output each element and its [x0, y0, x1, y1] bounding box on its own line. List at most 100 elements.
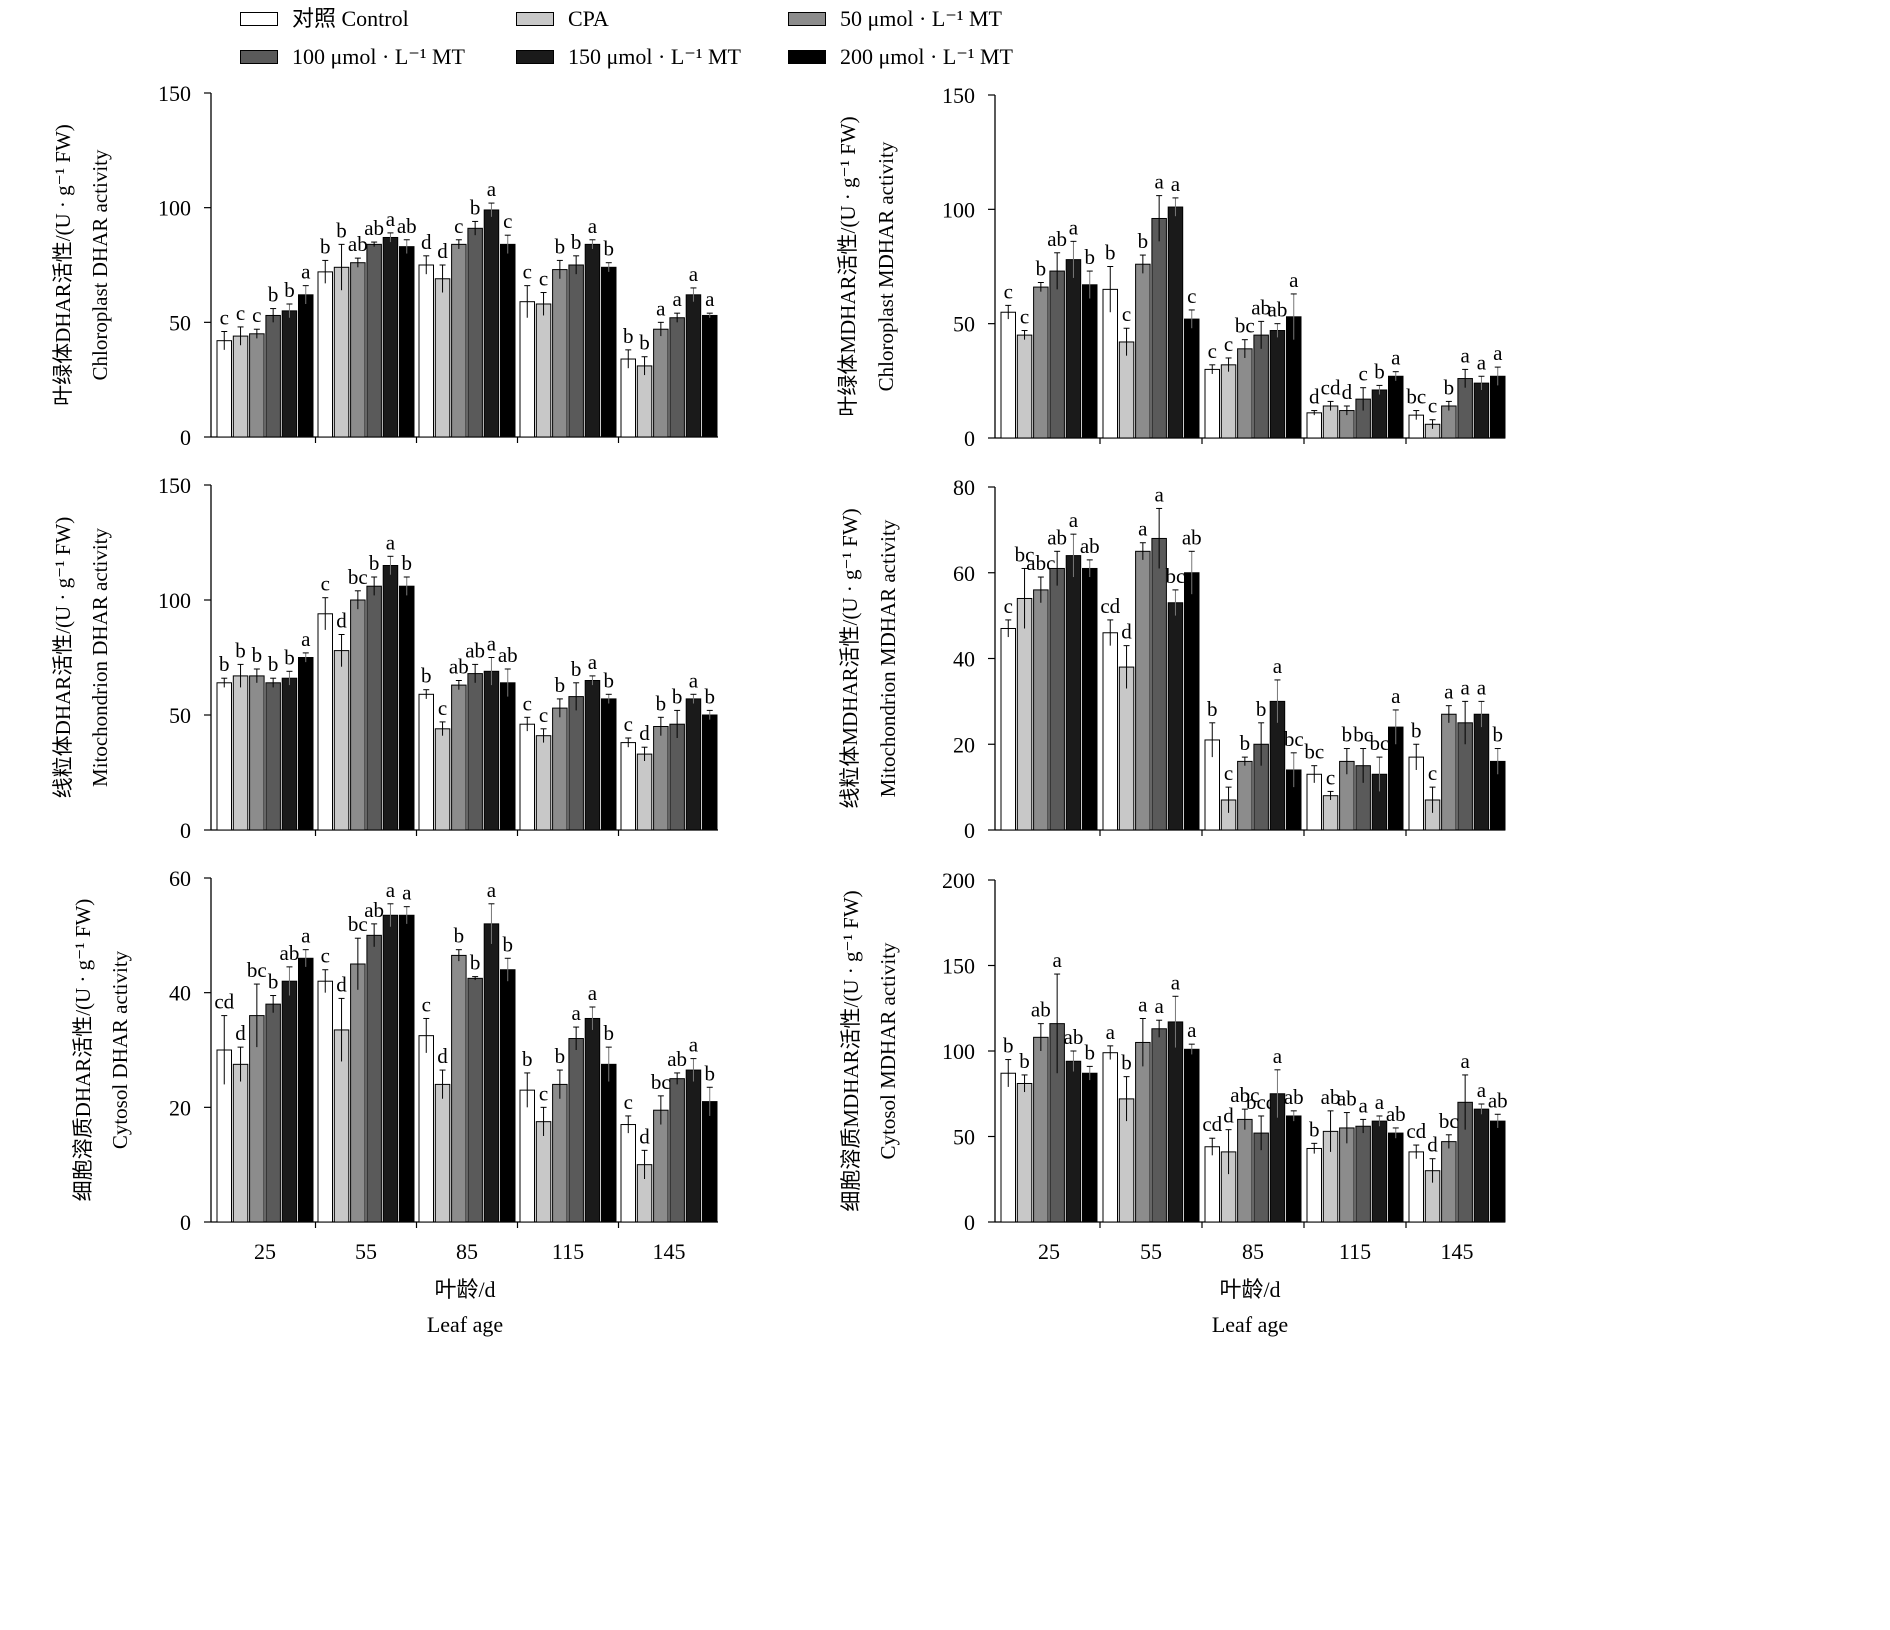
bar — [1286, 1115, 1302, 1223]
significance-letter: ab — [1251, 295, 1271, 319]
significance-letter: b — [555, 234, 566, 258]
significance-letter: b — [1493, 723, 1504, 747]
significance-letter: a — [1138, 993, 1148, 1017]
x-tick-label: 55 — [355, 1239, 377, 1264]
bar — [298, 294, 314, 438]
x-tick-label: 55 — [1140, 1239, 1162, 1264]
bar — [281, 310, 298, 438]
y-tick-label: 50 — [169, 310, 191, 335]
significance-letter: c — [1358, 362, 1367, 386]
bar — [1253, 334, 1269, 439]
bar — [552, 269, 568, 438]
y-axis-label-en: Cytosol MDHAR activity — [876, 942, 900, 1160]
bar — [366, 243, 382, 438]
x-tick-label: 25 — [1038, 1239, 1060, 1264]
significance-letter: a — [689, 262, 699, 286]
significance-letter: ab — [364, 898, 384, 922]
bar — [317, 271, 333, 438]
significance-letter: c — [321, 944, 330, 968]
significance-letter: b — [1309, 1117, 1320, 1141]
bar — [434, 1083, 451, 1223]
panel-mitochondrion-mdhar: 0 20 40 60 80 线粒体MDHAR活性/(U · g⁻¹ FW) Mitochon… — [838, 475, 1506, 843]
significance-letter: bc — [1166, 564, 1186, 588]
y-tick-label: 0 — [180, 818, 191, 843]
y-tick-label: 100 — [158, 588, 191, 613]
bar — [1102, 1052, 1118, 1223]
significance-letter: b — [421, 664, 432, 688]
significance-letter: c — [539, 703, 548, 727]
bar — [1118, 666, 1135, 831]
bar — [1441, 713, 1457, 831]
figure-panels: 叶龄/d Leaf age 叶龄/d Leaf age 0 50 100 150 叶绿体… — [51, 81, 1508, 1337]
significance-letter: a — [1273, 654, 1283, 678]
legend-label: CPA — [568, 6, 609, 31]
significance-letter: b — [1207, 697, 1218, 721]
y-tick-label: 60 — [169, 866, 191, 891]
bar — [601, 1063, 617, 1223]
bar — [669, 723, 685, 831]
significance-letter: c — [422, 992, 431, 1016]
bar — [1322, 405, 1339, 439]
significance-letter: bc — [1439, 1109, 1459, 1133]
legend-swatch — [240, 12, 278, 26]
x-tick-label: 85 — [1242, 1239, 1264, 1264]
y-tick-label: 200 — [942, 868, 975, 893]
bar — [1220, 364, 1237, 439]
bar — [1204, 1146, 1220, 1223]
bar — [1065, 555, 1082, 831]
significance-letter: a — [1154, 994, 1164, 1018]
significance-letter: a — [1138, 517, 1148, 541]
significance-letter: b — [1138, 229, 1149, 253]
significance-letter: a — [1358, 1093, 1368, 1117]
significance-letter: a — [705, 287, 715, 311]
significance-letter: a — [487, 632, 497, 656]
legend-item-150-mt: 150 μmol · L⁻¹ MT — [516, 42, 786, 72]
bar — [232, 675, 249, 831]
bar — [298, 957, 314, 1223]
bar — [601, 266, 617, 438]
significance-letter: d — [1309, 385, 1320, 409]
significance-letter: a — [402, 881, 412, 905]
significance-letter: a — [672, 287, 682, 311]
bar — [483, 923, 500, 1223]
bar — [418, 1035, 434, 1223]
significance-letter: bc — [348, 912, 368, 936]
legend: 对照 Control CPA 50 μmol · L⁻¹ MT 100 μmol… — [240, 4, 1060, 76]
significance-letter: b — [268, 652, 279, 676]
significance-letter: bc — [1370, 731, 1390, 755]
bar — [1237, 348, 1253, 439]
significance-letter: bc — [1284, 727, 1304, 751]
significance-letter: c — [1208, 339, 1217, 363]
significance-letter: ab — [1182, 525, 1202, 549]
bar — [399, 914, 415, 1223]
bar — [519, 301, 535, 438]
significance-letter: c — [523, 691, 532, 715]
y-tick-label: 50 — [953, 312, 975, 337]
significance-letter: b — [555, 673, 566, 697]
significance-letter: a — [1477, 1078, 1487, 1102]
bar — [467, 673, 483, 831]
bar — [399, 246, 415, 438]
significance-letter: cd — [214, 990, 234, 1014]
significance-letter: ab — [1337, 1087, 1357, 1111]
significance-letter: c — [503, 209, 512, 233]
bar — [653, 1109, 669, 1223]
significance-letter: cd — [1406, 1119, 1426, 1143]
significance-letter: cd — [1321, 375, 1341, 399]
bar — [382, 914, 399, 1223]
significance-letter: b — [705, 684, 716, 708]
y-axis-label-en: Mitochondrion DHAR activity — [88, 528, 112, 787]
significance-letter: d — [1427, 1133, 1438, 1157]
significance-letter: b — [1240, 731, 1251, 755]
bar — [434, 728, 451, 831]
bar — [281, 980, 298, 1223]
y-axis-label-cn: 细胞溶质MDHAR活性/(U · g⁻¹ FW) — [839, 890, 863, 1211]
bar — [1135, 550, 1151, 831]
bar — [451, 954, 467, 1223]
bar — [350, 599, 366, 831]
bar — [519, 1089, 535, 1223]
y-tick-label: 150 — [942, 83, 975, 108]
y-tick-label: 50 — [953, 1125, 975, 1150]
significance-letter: cd — [1202, 1112, 1222, 1136]
significance-letter: ab — [364, 216, 384, 240]
